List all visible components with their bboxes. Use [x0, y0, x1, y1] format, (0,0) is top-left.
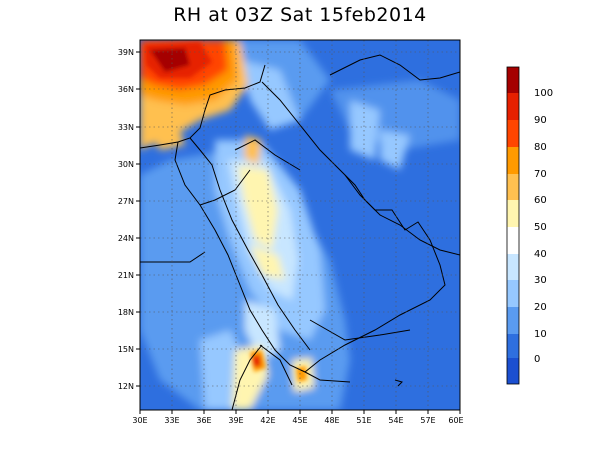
colorbar-label: 90 [534, 115, 547, 126]
lat-label: 15N [118, 345, 134, 354]
gridlines [140, 40, 460, 410]
lon-label: 60E [448, 416, 463, 425]
colorbar-swatch [507, 334, 519, 358]
lat-label: 27N [118, 197, 134, 206]
tick-marks [136, 51, 461, 414]
lat-label: 12N [118, 382, 134, 391]
lon-label: 54E [388, 416, 403, 425]
colorbar-label: 0 [534, 354, 540, 365]
lat-label: 18N [118, 308, 134, 317]
lat-label: 33N [118, 123, 134, 132]
colorbar-swatch [507, 120, 519, 147]
colorbar-label: 50 [534, 222, 547, 233]
lon-label: 39E [228, 416, 243, 425]
colorbar: 100 90 80 70 60 50 40 30 20 10 0 [506, 66, 553, 385]
lon-label: 45E [292, 416, 307, 425]
colorbar-swatch [507, 227, 519, 254]
colorbar-swatch [507, 67, 519, 93]
lon-label: 33E [164, 416, 179, 425]
map-title: RH at 03Z Sat 15feb2014 [173, 4, 427, 26]
colorbar-swatch [507, 280, 519, 307]
lon-label: 36E [196, 416, 211, 425]
colorbar-label: 70 [534, 169, 547, 180]
colorbar-label: 60 [534, 195, 547, 206]
colorbar-swatch [507, 147, 519, 174]
colorbar-label: 40 [534, 249, 547, 260]
colorbar-swatch [507, 307, 519, 334]
colorbar-label: 80 [534, 142, 547, 153]
lat-label: 24N [118, 234, 134, 243]
colorbar-swatch [507, 254, 519, 280]
lon-label: 42E [260, 416, 275, 425]
lat-label: 36N [118, 85, 134, 94]
lat-label: 30N [118, 160, 134, 169]
lon-label: 30E [132, 416, 147, 425]
lon-label: 51E [356, 416, 371, 425]
coastlines [140, 54, 460, 410]
lon-label: 57E [420, 416, 435, 425]
colorbar-label: 10 [534, 329, 547, 340]
colorbar-swatch [507, 200, 519, 227]
colorbar-swatch [507, 174, 519, 200]
colorbar-swatch [507, 93, 519, 120]
colorbar-label: 30 [534, 275, 547, 286]
colorbar-label: 100 [534, 88, 553, 99]
lat-label: 39N [118, 48, 134, 57]
colorbar-label: 20 [534, 302, 547, 313]
colorbar-swatch [507, 358, 519, 384]
lat-label: 21N [118, 271, 134, 280]
lon-label: 48E [324, 416, 339, 425]
